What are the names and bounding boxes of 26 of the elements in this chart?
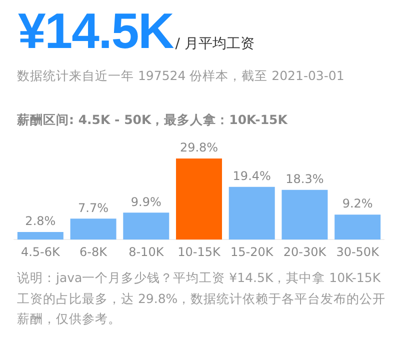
data-label: 19.4% [232, 168, 271, 183]
bar [17, 232, 64, 240]
bar [70, 218, 116, 240]
chart-subtitle: / 月平均工资 [175, 36, 254, 52]
text: 薪酬区间: 4.5K - 50K，最多人拿：10K-15K [17, 112, 288, 129]
data-label: 2.8% [25, 214, 56, 228]
bar [228, 186, 275, 240]
bar [123, 212, 170, 240]
x-tick-label: 4.5-6K [20, 244, 62, 259]
data-label: 9.9% [130, 194, 162, 209]
data-label: 9.2% [342, 196, 373, 211]
text: 说明：java一个月多少钱？平均工资 ¥14.5K，其中拿 10K-15K 工资的占比最多，达 29.8%，数据统计依赖于各平台发布的公开薪酬，仅供参考。 [17, 269, 387, 328]
data-label: 18.3% [286, 172, 324, 186]
x-tick-label: 8-10K [128, 244, 165, 259]
bar [334, 214, 381, 240]
text: 数据统计来自近一年 197524 份样本，截至 2021-03-01 [17, 68, 344, 85]
x-tick-label: 30-50K [336, 244, 380, 259]
x-tick-label: 10-15K [178, 244, 222, 259]
bar [282, 190, 328, 240]
x-tick-label: 6-8K [80, 244, 108, 259]
x-tick-label: 15-20K [230, 244, 274, 259]
data-label: 29.8% [180, 140, 218, 155]
chart-title: ¥14.5K [18, 3, 174, 59]
data-label: 7.7% [78, 200, 109, 215]
x-tick-label: 20-30K [283, 244, 328, 259]
bar [176, 158, 222, 240]
